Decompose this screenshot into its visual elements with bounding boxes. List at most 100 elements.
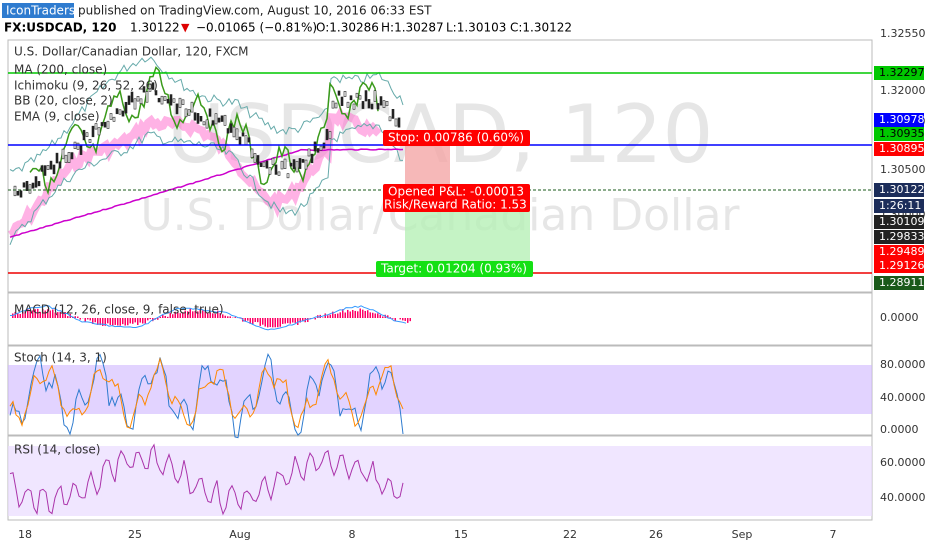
candle <box>20 191 22 197</box>
candle <box>266 161 268 168</box>
macd-hist <box>257 318 259 322</box>
macd-hist <box>365 311 367 318</box>
candle <box>71 153 73 159</box>
candle <box>41 166 43 172</box>
price-label: 1.32297 <box>879 66 925 79</box>
macd-hist <box>137 318 139 325</box>
candle <box>305 160 307 169</box>
macd-hist <box>280 318 282 327</box>
stop: Stop: 0.00786 (0.60%) <box>388 131 524 145</box>
candle <box>320 146 322 150</box>
candle <box>344 91 346 96</box>
candle <box>119 110 121 114</box>
candle <box>254 154 256 163</box>
macd-hist <box>120 318 122 326</box>
macd-hist <box>395 318 397 320</box>
macd-hist <box>380 315 382 318</box>
symbol: FX:USDCAD, 120 <box>4 21 116 35</box>
macd-hist <box>77 317 79 318</box>
macd-hist <box>392 318 394 319</box>
macd-hist <box>292 318 294 323</box>
macd-hist <box>247 318 249 321</box>
ohlc: O:1.30286 <box>316 21 379 35</box>
macd-hist <box>150 318 152 319</box>
candle <box>242 133 244 136</box>
candle <box>347 102 349 107</box>
candle <box>29 185 31 194</box>
candle <box>62 149 64 159</box>
candle <box>278 172 280 176</box>
macd-hist <box>267 318 269 327</box>
macd-hist <box>227 316 229 318</box>
candle <box>350 96 352 100</box>
candle <box>371 104 373 109</box>
candle <box>59 162 61 168</box>
macd-hist <box>132 318 134 324</box>
macd-hist <box>282 318 284 324</box>
candle <box>86 133 88 137</box>
macd-hist <box>410 318 412 321</box>
ratio: Risk/Reward Ratio: 1.53 <box>384 198 527 212</box>
candle <box>116 109 118 114</box>
macd-hist <box>352 310 354 318</box>
price-label: 1.30935 <box>879 127 925 140</box>
macd-hist <box>302 318 304 320</box>
candle <box>203 122 205 125</box>
macd-hist <box>115 318 117 325</box>
candle <box>245 136 247 145</box>
candle <box>137 96 139 101</box>
candle <box>17 191 19 195</box>
date-tick: 26 <box>649 528 663 541</box>
candle <box>47 165 49 169</box>
candle <box>383 101 385 108</box>
candle <box>365 91 367 101</box>
macd-hist <box>355 311 357 318</box>
price-label: 1.30122 <box>879 183 925 196</box>
macd-hist <box>125 318 127 326</box>
stoch-tick: 40.0000 <box>880 391 926 404</box>
macd-hist <box>112 318 114 325</box>
candle <box>206 120 208 128</box>
macd-hist <box>357 311 359 318</box>
macd-hist <box>142 318 144 324</box>
macd-hist <box>345 313 347 318</box>
macd-hist <box>315 318 317 319</box>
candle <box>329 131 331 138</box>
candle <box>398 118 400 127</box>
candle <box>107 121 109 128</box>
rsi-band <box>8 446 872 516</box>
macd-hist <box>400 318 402 319</box>
macd-hist <box>370 312 372 318</box>
macd-hist <box>327 315 329 318</box>
rsi-tick: 40.0000 <box>880 491 926 504</box>
stoch-tick: 0.0000 <box>880 423 919 436</box>
candle <box>218 118 220 122</box>
candle <box>44 166 46 176</box>
candle <box>380 97 382 106</box>
candle <box>32 183 34 188</box>
date-tick: 18 <box>18 528 32 541</box>
macd-hist <box>362 310 364 318</box>
candle <box>167 99 169 103</box>
candle <box>368 99 370 108</box>
date-tick: 22 <box>563 528 577 541</box>
publisher: IconTraders <box>6 4 75 18</box>
candle <box>134 99 136 109</box>
candle <box>110 113 112 119</box>
price-label: 1:26:11 <box>879 199 921 212</box>
candle <box>83 130 85 140</box>
candle <box>353 104 355 109</box>
candle <box>338 91 340 95</box>
price-label: 1.30978 <box>879 113 925 126</box>
candle <box>239 137 241 145</box>
candle <box>56 153 58 163</box>
candle <box>224 115 226 125</box>
macd-hist <box>140 318 142 323</box>
candle <box>176 104 178 114</box>
candle <box>68 152 70 162</box>
macd-hist <box>230 316 232 318</box>
candle <box>308 149 310 156</box>
macd-hist <box>407 318 409 323</box>
date-tick: 15 <box>454 528 468 541</box>
macd-hist <box>160 317 162 318</box>
